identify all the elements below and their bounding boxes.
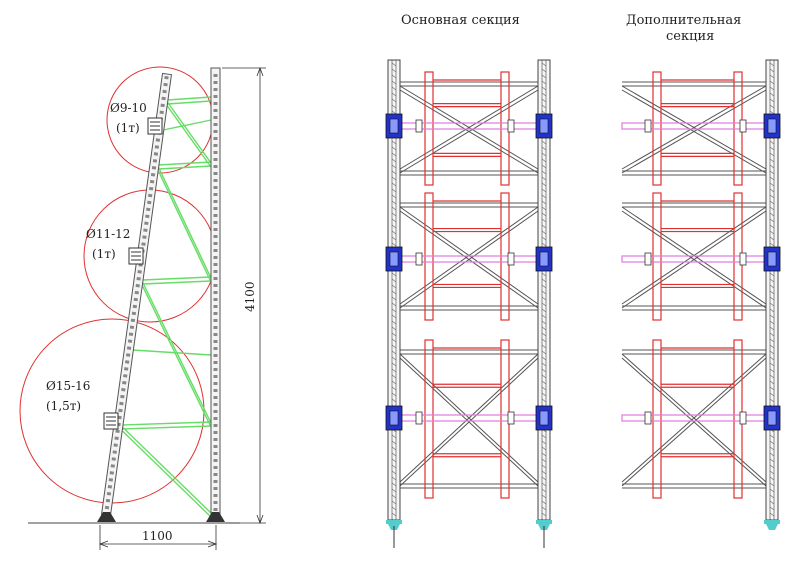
additional-roll-frame-3 [652, 339, 743, 499]
main-roll-frame-3 [424, 339, 510, 499]
main-clamp-right-2 [535, 246, 553, 272]
additional-section-title-line1: Дополнительная [626, 13, 741, 28]
roll-label-2-load: (1т) [92, 247, 116, 261]
main-column-left [386, 59, 402, 530]
roll-holder-bottom [103, 412, 119, 430]
main-section-title: Основная секция [401, 13, 520, 28]
additional-clamp-2 [763, 246, 781, 272]
main-clamp-left-1 [385, 113, 403, 139]
roll-label-3-diameter: Ø15-16 [46, 379, 90, 393]
roll-holder-middle [128, 247, 144, 265]
roll-label-1-load: (1т) [116, 121, 140, 135]
side-braces [121, 96, 212, 518]
main-clamp-left-3 [385, 405, 403, 431]
additional-section [621, 59, 781, 530]
side-foot-left [97, 512, 116, 522]
additional-section-title-line2: секция [666, 29, 714, 44]
width-dimension-label: 1100 [142, 529, 173, 543]
side-foot-right [206, 512, 225, 522]
main-section [385, 59, 553, 548]
height-dimension [222, 66, 266, 525]
additional-clamp-3 [763, 405, 781, 431]
width-dimension [98, 525, 218, 550]
inclined-column [100, 72, 173, 517]
main-clamp-right-1 [535, 113, 553, 139]
roll-label-1-diameter: Ø9-10 [110, 101, 147, 115]
side-view: Ø9-10 (1т) Ø11-12 (1т) Ø15-16 (1,5т) 410… [19, 66, 266, 550]
vertical-column [210, 67, 221, 516]
additional-clamp-1 [763, 113, 781, 139]
additional-roll-frame-2 [652, 192, 743, 321]
height-dimension-label: 4100 [243, 281, 257, 312]
roll-label-3-load: (1,5т) [46, 399, 81, 413]
main-clamp-right-3 [535, 405, 553, 431]
main-clamp-left-2 [385, 246, 403, 272]
roll-label-2-diameter: Ø11-12 [86, 227, 130, 241]
roll-holder-top [147, 117, 163, 135]
